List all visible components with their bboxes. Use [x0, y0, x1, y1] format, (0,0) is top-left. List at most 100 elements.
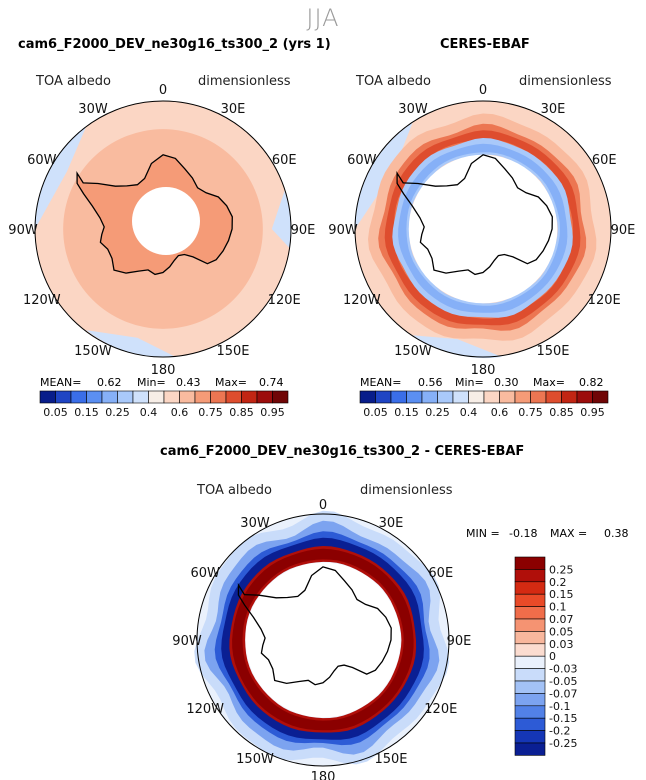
- panel3-variable: TOA albedo: [197, 483, 273, 498]
- panel1-colorbar-box: [194, 390, 211, 404]
- panel3-colorbar-tick: -0.1: [549, 700, 570, 713]
- panel2-colorbar-box: [483, 390, 500, 404]
- panel1-colorbar-box: [117, 390, 134, 404]
- panel1-low-albedo-patch: [271, 190, 291, 249]
- panel3-lon-label: 60E: [428, 566, 453, 581]
- panel3-coastline: [237, 566, 392, 686]
- panel3-lon-label: 120W: [186, 702, 224, 717]
- panel1-mean-value: 0.62: [97, 376, 122, 389]
- panel1-lon-label: 120W: [23, 293, 61, 308]
- panel2-lon-label: 30E: [541, 102, 566, 117]
- panel3-colorbar-box: [514, 593, 546, 607]
- panel2-colorbar-box: [592, 390, 609, 404]
- panel1-colorbar-tick: 0.4: [140, 406, 158, 419]
- panel2-title: CERES-EBAF: [440, 37, 530, 52]
- panel1-colorbar-box: [225, 390, 242, 404]
- panel3-colorbar-box: [514, 606, 546, 620]
- panel1-lon-label: 30E: [221, 102, 246, 117]
- panel3-min-value: -0.18: [509, 527, 538, 540]
- season-title: JJA: [306, 4, 340, 32]
- panel2-colorbar-tick: 0.15: [394, 406, 419, 419]
- panel1-colorbar-box: [179, 390, 196, 404]
- panel3-colorbar-box: [514, 680, 546, 694]
- panel1-colorbar-box: [132, 390, 149, 404]
- panel2-lon-label: 90W: [328, 223, 358, 238]
- panel3-colorbar-box: [514, 717, 546, 731]
- panel1-lon-label: 0: [159, 83, 167, 98]
- panel3-lon-label: 120E: [424, 702, 457, 717]
- panel3-missing-data: [245, 562, 401, 718]
- panel3-colorbar-box: [514, 742, 546, 756]
- panel3-colorbar-box: [514, 569, 546, 583]
- panel1-colorbar-tick: 0.75: [198, 406, 223, 419]
- panel2-missing-data: [408, 154, 558, 304]
- panel2-colorbar-box: [468, 390, 485, 404]
- panel1-min-value: 0.43: [176, 376, 201, 389]
- panel1-colorbar-tick: 0.6: [171, 406, 189, 419]
- panel2-lon-label: 120E: [588, 293, 621, 308]
- panel2-colorbar-tick: 0.25: [425, 406, 450, 419]
- panel3-lon-label: 180: [311, 770, 336, 780]
- panel3-lon-label: 30E: [379, 516, 404, 531]
- panel2-max-value: 0.82: [579, 376, 604, 389]
- panel1-lon-label: 60W: [27, 153, 57, 168]
- panel1-lon-label: 150E: [216, 344, 249, 359]
- panel3-title: cam6_F2000_DEV_ne30g16_ts300_2 - CERES-E…: [160, 444, 525, 459]
- panel2-coastline: [396, 154, 553, 276]
- panel3-colorbar-box: [514, 693, 546, 707]
- panel1-colorbar-tick: 0.95: [260, 406, 285, 419]
- panel2-units: dimensionless: [519, 74, 612, 89]
- panel3-colorbar-tick: -0.15: [549, 712, 577, 725]
- panel2-low-albedo-patch: [412, 335, 503, 359]
- panel3-lon-label: 150E: [374, 752, 407, 767]
- panel2-min-label: Min=: [455, 376, 484, 389]
- panel1-lon-label: 60E: [272, 153, 297, 168]
- panel3-lon-label: 30W: [240, 516, 270, 531]
- panel3-colorbar-box: [514, 730, 546, 744]
- panel3-colorbar-tick: -0.07: [549, 687, 577, 700]
- panel3-colorbar-tick: -0.25: [549, 737, 577, 750]
- panel1-max-value: 0.74: [259, 376, 284, 389]
- panel1-lon-label: 30W: [78, 102, 108, 117]
- panel2-colorbar-box: [514, 390, 531, 404]
- panel1-lon-label: 150W: [74, 344, 112, 359]
- panel2-variable: TOA albedo: [356, 74, 432, 89]
- panel1-missing-data: [132, 187, 200, 255]
- panel1-lon-label: 180: [151, 363, 176, 378]
- panel1-colorbar-box: [101, 390, 118, 404]
- panel2-colorbar-box: [499, 390, 516, 404]
- panel1-lon-label: 120E: [268, 293, 301, 308]
- panel3-colorbar-tick: -0.03: [549, 663, 577, 676]
- panel2-colorbar-tick: 0.95: [580, 406, 605, 419]
- panel2-colorbar-tick: 0.85: [549, 406, 574, 419]
- panel1-mean-label: MEAN=: [40, 376, 82, 389]
- panel2-lon-label: 180: [471, 363, 496, 378]
- panel2-map-border: [354, 100, 612, 358]
- panel3-lon-label: 90W: [172, 634, 202, 649]
- panel2-colorbar-tick: 0.75: [518, 406, 543, 419]
- panel3-lon-label: 150W: [236, 752, 274, 767]
- panel2-colorbar-box: [530, 390, 547, 404]
- panel2-colorbar-box: [421, 390, 438, 404]
- panel3-colorbar-box: [514, 556, 546, 570]
- panel3-colorbar-tick: 0: [549, 650, 556, 663]
- panel3-min-label: MIN =: [466, 527, 500, 540]
- panel3-colorbar-box: [514, 581, 546, 595]
- panel2-colorbar-tick: 0.4: [460, 406, 478, 419]
- panel1-colorbar-box: [148, 390, 165, 404]
- panel2-colorbar-box: [406, 390, 423, 404]
- panel1-colorbar-tick: 0.25: [105, 406, 130, 419]
- panel2-lon-label: 150E: [536, 344, 569, 359]
- panel2-colorbar-box: [375, 390, 392, 404]
- panel3-colorbar-tick: -0.05: [549, 675, 577, 688]
- panel2-colorbar-box: [452, 390, 469, 404]
- panel1-lon-label: 90W: [8, 223, 38, 238]
- panel3-lon-label: 60W: [190, 566, 220, 581]
- panel2-lon-label: 150W: [394, 344, 432, 359]
- panel2-mean-value: 0.56: [418, 376, 443, 389]
- panel2-colorbar-box: [576, 390, 593, 404]
- panel3-colorbar-box: [514, 655, 546, 669]
- panel3-colorbar-box: [514, 618, 546, 632]
- panel2-lon-label: 120W: [343, 293, 381, 308]
